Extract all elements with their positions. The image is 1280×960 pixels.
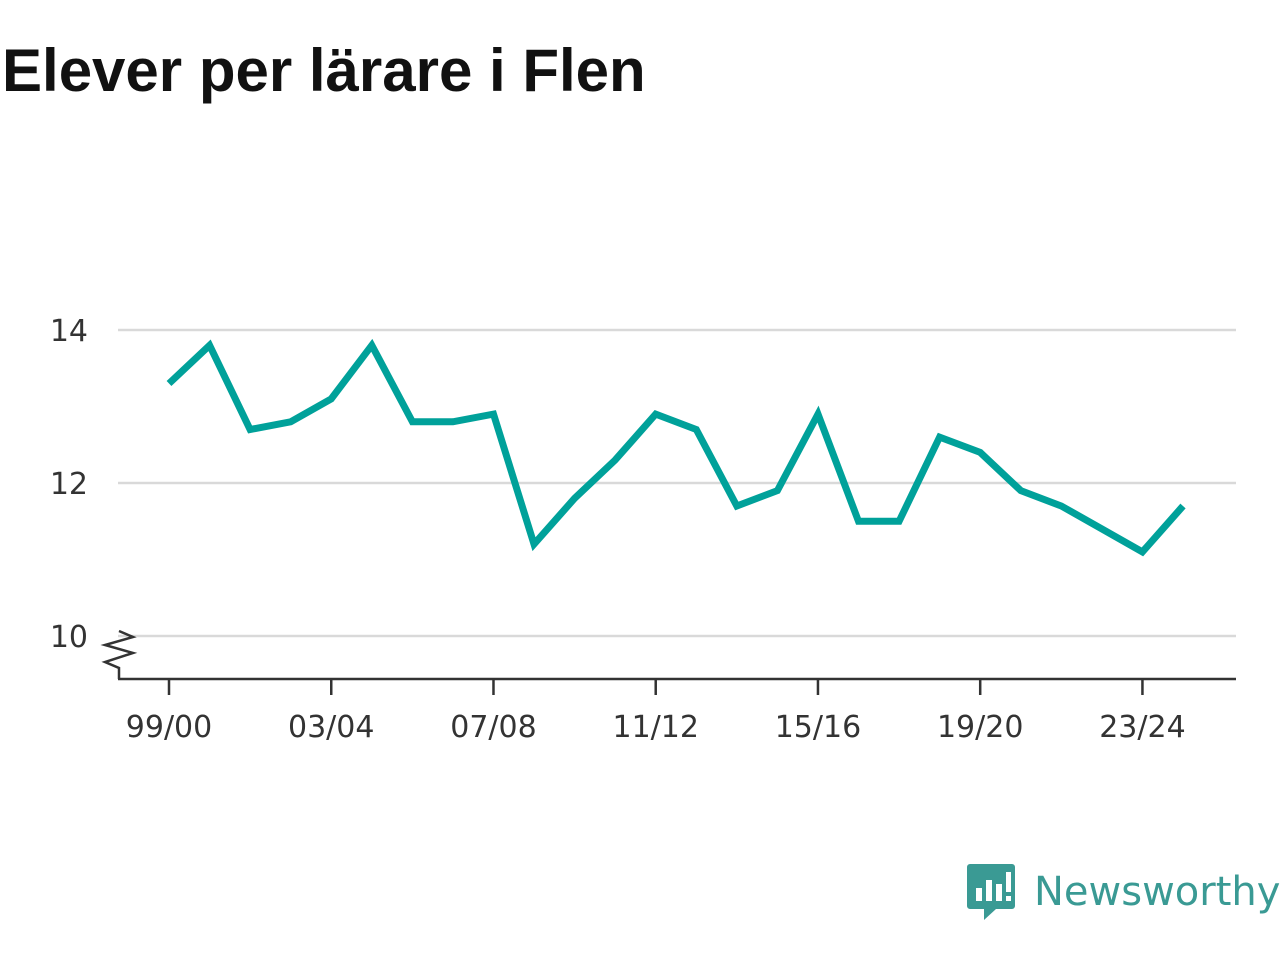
x-tick-label-23/24: 23/24 (1099, 710, 1185, 745)
y-tick-label-14: 14 (50, 314, 88, 349)
y-axis-tick-labels: 10 12 14 (50, 314, 88, 655)
x-axis-ticks: 99/00 03/04 07/08 11/12 15/16 19/20 23/24 (126, 679, 1186, 745)
series-layer (166, 338, 1186, 557)
chart-title: Elever per lärare i Flen (2, 37, 646, 104)
y-tick-label-12: 12 (50, 467, 88, 502)
gridlines (118, 328, 1236, 638)
y-tick-label-10: 10 (50, 620, 88, 655)
y-axis-break-icon (100, 629, 138, 679)
brand-logo: Newsworthy (966, 862, 1280, 922)
x-tick-label-99/00: 99/00 (126, 710, 212, 745)
x-tick-label-07/08: 07/08 (450, 710, 536, 745)
brand-name: Newsworthy (1034, 869, 1280, 915)
series-line-0 (166, 338, 1186, 557)
newsworthy-logo-icon (967, 864, 1015, 920)
x-tick-label-11/12: 11/12 (612, 710, 698, 745)
x-tick-label-03/04: 03/04 (288, 710, 374, 745)
axes (100, 629, 1236, 681)
x-tick-label-19/20: 19/20 (937, 710, 1023, 745)
x-tick-label-15/16: 15/16 (775, 710, 861, 745)
